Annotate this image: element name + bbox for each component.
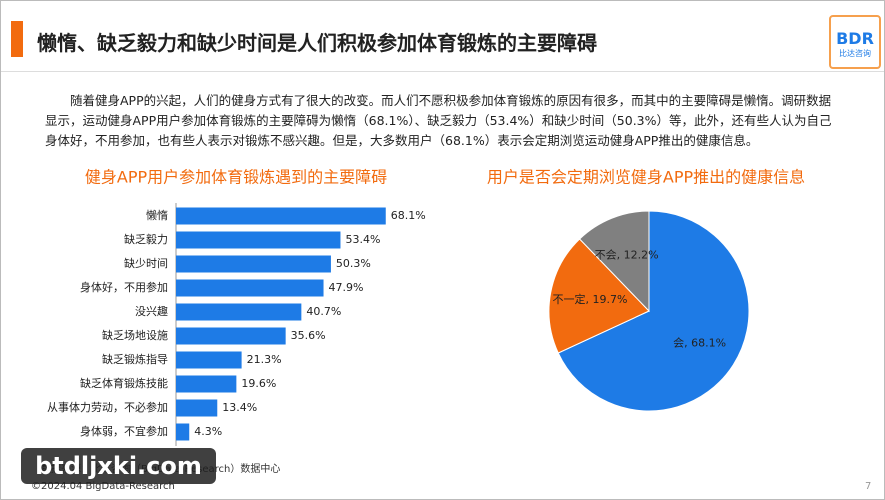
logo-sub: 比达咨询 <box>839 49 871 58</box>
pie-slice <box>578 210 650 313</box>
category-label: 从事体力劳动，不必参加 <box>47 400 168 414</box>
value-label: 13.4% <box>222 401 257 414</box>
bar <box>176 255 331 273</box>
value-label: 50.3% <box>336 257 371 270</box>
pie-title: 用户是否会定期浏览健身APP推出的健康信息 <box>487 168 805 187</box>
watermark: btdljxki.com <box>21 448 216 484</box>
bar <box>176 207 386 225</box>
paragraph: 随着健身APP的兴起，人们的健身方式有了很大的改变。而人们不愿积极参加体育锻炼的… <box>45 93 832 148</box>
value-label: 19.6% <box>241 377 276 390</box>
page-number: 7 <box>865 481 872 492</box>
logo: BDR 比达咨询 <box>829 15 881 69</box>
page-title: 懒惰、缺乏毅力和缺少时间是人们积极参加体育锻炼的主要障碍 <box>37 31 597 55</box>
slice-label: 会, 68.1% <box>673 336 726 349</box>
category-label: 没兴趣 <box>135 304 168 318</box>
bar <box>176 399 218 417</box>
category-label: 缺少时间 <box>124 256 168 270</box>
category-label: 懒惰 <box>146 208 168 222</box>
value-label: 40.7% <box>306 305 341 318</box>
bar <box>176 279 324 297</box>
value-label: 68.1% <box>391 209 426 222</box>
slice-label: 不会, 12.2% <box>595 248 659 261</box>
value-label: 4.3% <box>194 425 222 438</box>
header-rule <box>1 71 884 72</box>
category-label: 身体好，不用参加 <box>80 280 168 294</box>
category-label: 缺乏场地设施 <box>102 328 168 342</box>
bar-title: 健身APP用户参加体育锻炼遇到的主要障碍 <box>85 168 387 187</box>
value-label: 53.4% <box>345 233 380 246</box>
slice-label: 不一定, 19.7% <box>553 292 628 306</box>
bar <box>176 375 237 393</box>
category-label: 缺乏毅力 <box>124 232 168 246</box>
title-accent <box>11 21 23 57</box>
bar <box>176 303 302 321</box>
category-label: 身体弱，不宜参加 <box>80 424 168 438</box>
category-label: 缺乏体育锻炼技能 <box>80 376 168 390</box>
pie-slice <box>548 238 650 354</box>
copyright: ©2024.04 BigData-Research <box>31 481 175 492</box>
bar <box>176 327 286 345</box>
bar <box>176 423 190 441</box>
bar <box>176 231 341 249</box>
value-label: 47.9% <box>329 281 364 294</box>
value-label: 35.6% <box>291 329 326 342</box>
logo-text: BDR <box>836 29 874 48</box>
value-label: 21.3% <box>247 353 282 366</box>
category-label: 缺乏锻炼指导 <box>102 352 168 366</box>
pie-slice <box>557 210 750 412</box>
bar <box>176 351 242 369</box>
